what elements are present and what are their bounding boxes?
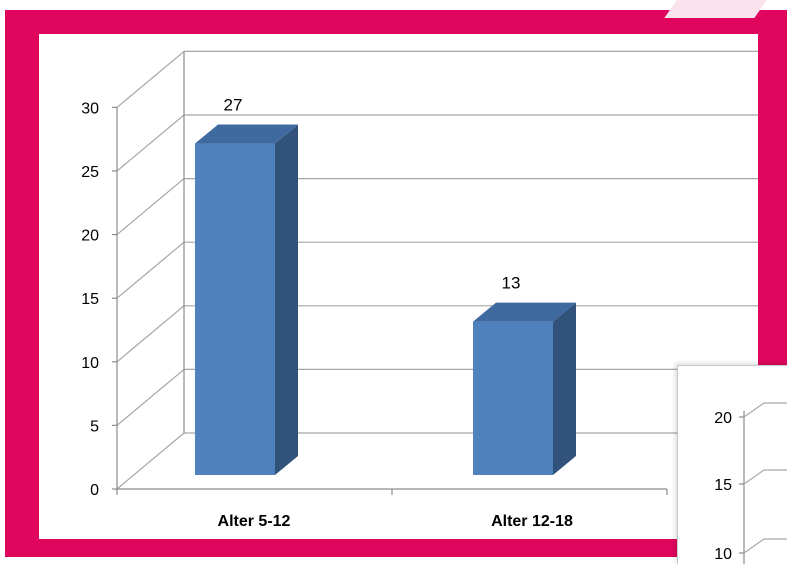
bar-top: [473, 302, 576, 322]
y-tick-label: 10: [81, 355, 99, 372]
top-strip: [0, 0, 787, 10]
bar-front: [473, 321, 553, 475]
bars: [195, 124, 576, 475]
overlapping-chart-card: 10 15 20: [677, 365, 787, 564]
y-tick-label: 20: [81, 228, 99, 245]
gridline-depth: [743, 402, 765, 418]
y-tick-label: 15: [714, 477, 732, 494]
column-chart: 0 5 10 15 20 25 30 27 13 Alter 5-12 Alter 12-18: [81, 50, 758, 530]
gridline-depth: [116, 178, 185, 236]
corner-decoration: [664, 0, 770, 18]
data-labels: 27 13: [224, 96, 521, 293]
category-labels: Alter 5-12 Alter 12-18: [218, 513, 573, 530]
gridline-depth: [743, 538, 765, 554]
chart-card: [39, 34, 758, 539]
bottom-strip: [0, 557, 787, 563]
gridline-depth: [116, 241, 185, 299]
gridline-depth: [116, 432, 185, 490]
y-tick-label: 15: [81, 291, 99, 308]
gridline-depth: [116, 50, 185, 108]
y-tick-label: 5: [90, 418, 99, 435]
bar-top: [195, 124, 298, 144]
category-label: Alter 5-12: [218, 513, 291, 530]
axes: [112, 51, 668, 495]
gridline-depth: [743, 469, 765, 485]
bar-side: [275, 124, 298, 475]
data-label: 27: [224, 96, 243, 115]
bar-side: [553, 302, 576, 475]
gridline-depth: [116, 305, 185, 363]
category-label: Alter 12-18: [491, 513, 573, 530]
y-tick-label: 30: [81, 100, 99, 117]
y-tick-label: 0: [90, 482, 99, 499]
y-tick-label: 10: [714, 546, 732, 563]
gridline-depth: [116, 368, 185, 426]
y-tick-labels: 0 5 10 15 20 25 30: [81, 100, 99, 499]
bar-front: [195, 143, 275, 475]
y-tick-label: 25: [81, 164, 99, 181]
partial-chart: 10 15 20: [714, 402, 787, 564]
gridline-depth: [116, 114, 185, 172]
gridlines: [739, 402, 787, 564]
y-tick-label: 20: [714, 410, 732, 427]
data-label: 13: [502, 274, 521, 293]
y-tick-labels: 10 15 20: [714, 410, 732, 563]
